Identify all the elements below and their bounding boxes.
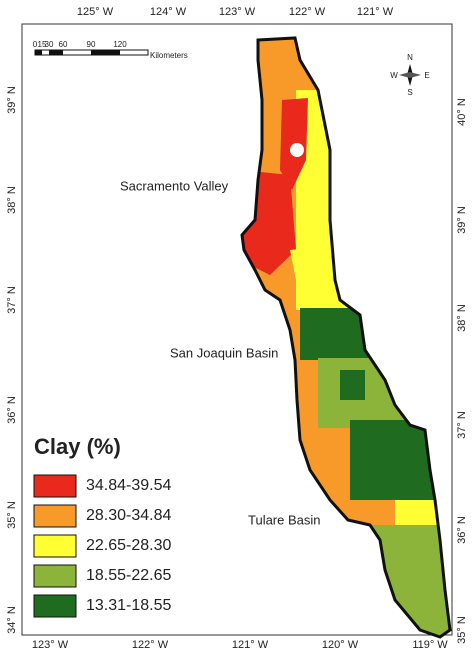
left-tick-label: 36° N [6, 396, 18, 424]
north-n: N [407, 53, 413, 62]
top-tick-label: 121° W [357, 6, 394, 18]
legend-label: 28.30-34.84 [86, 507, 172, 524]
scale-label: 30 [45, 40, 54, 49]
region-fill [340, 370, 365, 400]
scale-seg [35, 50, 42, 55]
top-tick-label: 123° W [219, 6, 256, 18]
north-w: W [390, 71, 398, 80]
legend-label: 18.55-22.65 [86, 567, 172, 584]
right-tick-label: 39° N [456, 206, 468, 234]
valley-regions [242, 38, 450, 637]
bottom-tick-label: 122° W [132, 639, 169, 651]
arrow [399, 72, 421, 78]
region-fill [242, 525, 450, 637]
left-tick-label: 34° N [6, 606, 18, 634]
legend-title: Clay (%) [34, 434, 121, 459]
scale-label: 15 [38, 40, 47, 49]
left-tick-label: 37° N [6, 286, 18, 314]
scale-label: 60 [59, 40, 68, 49]
legend-label: 22.65-28.30 [86, 537, 172, 554]
legend-swatch [33, 564, 77, 588]
legend-swatch [33, 474, 77, 498]
region-label: San Joaquin Basin [170, 345, 278, 360]
legend-swatch [33, 534, 77, 558]
right-tick-label: 36° N [456, 516, 468, 544]
scale-label: 120 [113, 40, 127, 49]
scale-label: 90 [87, 40, 96, 49]
scale-unit: Kilometers [150, 51, 188, 60]
map-frame [21, 23, 453, 636]
left-tick-label: 35° N [6, 501, 18, 529]
valley-outline [240, 36, 452, 639]
left-tick-label: 38° N [6, 186, 18, 214]
bottom-tick-label: 119° W [412, 639, 448, 651]
hole [290, 143, 304, 157]
top-tick-label: 124° W [150, 6, 187, 18]
right-tick-label: 38° N [456, 304, 468, 332]
legend-swatch [33, 594, 77, 618]
region-label: Tulare Basin [248, 512, 321, 527]
scale-seg [91, 50, 120, 55]
scale-seg [49, 50, 63, 55]
top-tick-label: 122° W [289, 6, 326, 18]
legend-label: 34.84-39.54 [86, 477, 172, 494]
bottom-tick-label: 123° W [32, 639, 69, 651]
bottom-tick-label: 120° W [322, 639, 359, 651]
legend-label: 13.31-18.55 [86, 597, 172, 614]
scale-bar [34, 49, 149, 56]
north-e: E [424, 71, 429, 80]
right-tick-label: 35° N [456, 616, 468, 644]
north-s: S [407, 88, 412, 97]
bottom-tick-label: 121° W [232, 639, 269, 651]
right-tick-label: 37° N [456, 411, 468, 439]
top-tick-label: 125° W [77, 6, 114, 18]
region-fill [290, 245, 340, 305]
scale-label: 0 [33, 40, 38, 49]
legend-swatch [33, 504, 77, 528]
left-tick-label: 39° N [6, 86, 18, 114]
region-label: Sacramento Valley [120, 178, 229, 193]
north-arrow [399, 64, 421, 86]
right-tick-label: 40° N [456, 98, 468, 126]
